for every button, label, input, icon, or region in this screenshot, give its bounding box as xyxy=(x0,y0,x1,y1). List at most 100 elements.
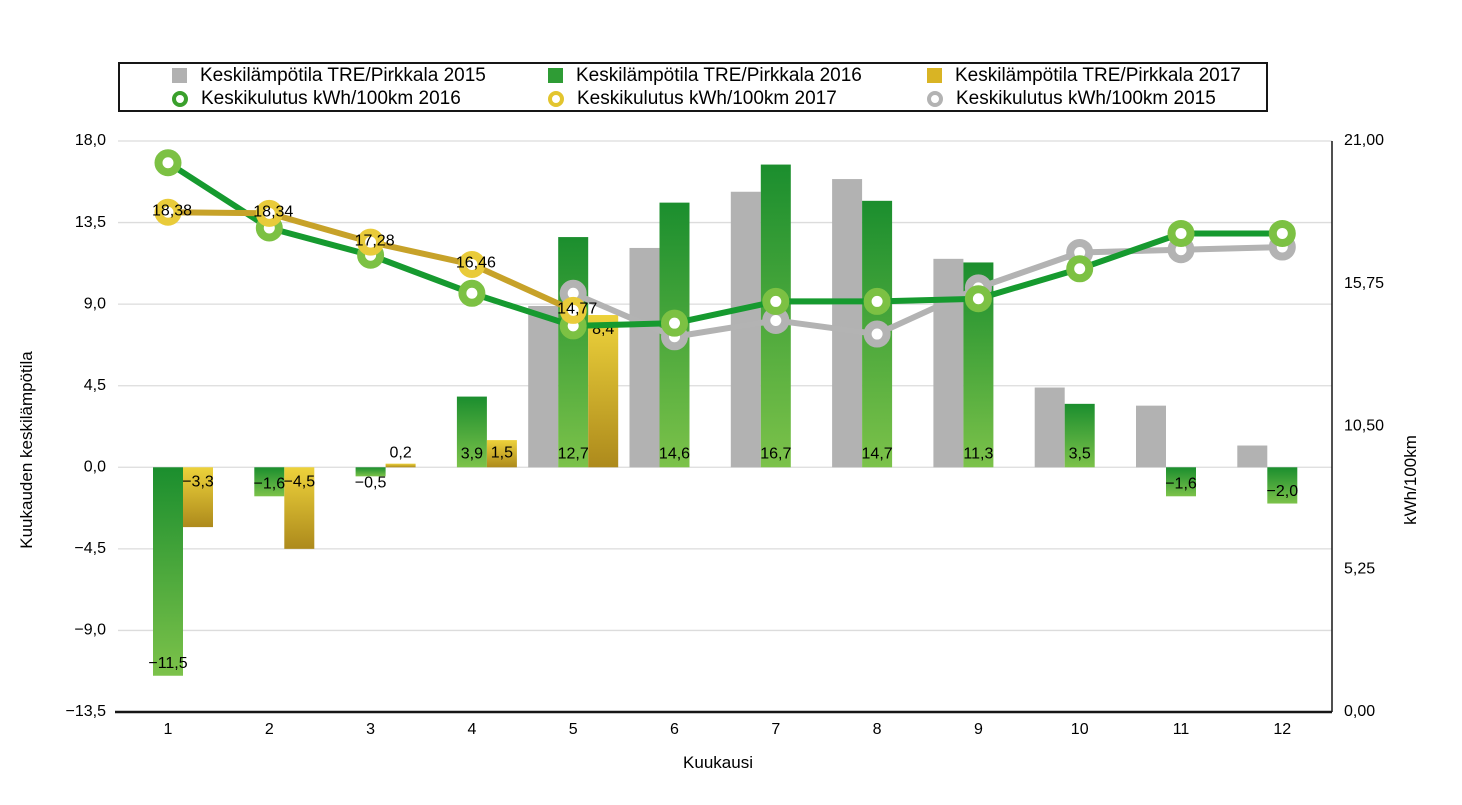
bar-label-2016-month-7: 16,7 xyxy=(760,446,791,463)
marker-2016-month-12 xyxy=(1268,219,1296,247)
bar-label-2016-month-4: 3,9 xyxy=(461,446,483,463)
x-axis-tick-5: 5 xyxy=(569,721,578,738)
bar-label-2016-month-12: −2,0 xyxy=(1267,483,1299,500)
bar-label-2016-month-3: −0,5 xyxy=(355,475,387,492)
marker-2016-month-10 xyxy=(1066,255,1094,283)
bar-2017-month-5 xyxy=(588,315,619,468)
marker-2016-month-8 xyxy=(863,287,891,315)
bar-2016-month-11 xyxy=(1166,467,1196,497)
legend-item-label: Keskilämpötila TRE/Pirkkala 2016 xyxy=(576,64,862,86)
legend-ring-swatch xyxy=(548,90,564,107)
legend-item-label: Keskikulutus kWh/100km 2015 xyxy=(956,87,1216,109)
bar-label-2016-month-2: −1,6 xyxy=(254,476,286,493)
bar-label-2016-month-5: 12,7 xyxy=(558,446,589,463)
left-axis-title: Kuukauden keskilämpötila xyxy=(17,351,36,549)
bar-label-2016-month-6: 14,6 xyxy=(659,446,690,463)
bar-2016-month-4 xyxy=(456,396,487,468)
line-label-2017-month-4: 16,46 xyxy=(456,255,496,272)
bar-label-2016-month-1: −11,5 xyxy=(148,655,187,672)
marker-2016-month-6 xyxy=(661,309,688,337)
bar-2016-month-12 xyxy=(1267,467,1298,504)
bar-2015-month-9 xyxy=(933,258,964,468)
legend-square-swatch xyxy=(548,68,563,83)
bar-2015-month-11 xyxy=(1136,405,1166,468)
bar-2016-month-1 xyxy=(153,467,183,676)
marker-2017-month-4 xyxy=(458,250,486,278)
right-axis-tick: 0,00 xyxy=(1344,703,1375,720)
legend-item: Keskikulutus kWh/100km 2016 xyxy=(120,87,503,109)
marker-2016-month-11 xyxy=(1167,219,1195,247)
bar-2015-month-10 xyxy=(1034,387,1065,468)
legend-item-label: Keskikulutus kWh/100km 2017 xyxy=(577,87,837,109)
line-label-2017-month-5: 14,77 xyxy=(557,301,597,318)
marker-2016-month-9 xyxy=(964,285,992,313)
bar-2015-month-6 xyxy=(629,247,660,468)
left-axis-tick: 13,5 xyxy=(75,214,106,231)
x-axis-tick-7: 7 xyxy=(771,721,780,738)
bar-label-2016-month-11: −1,6 xyxy=(1165,476,1197,493)
legend-ring-swatch xyxy=(172,90,188,107)
left-axis-tick: 9,0 xyxy=(84,295,106,312)
legend-item-label: Keskikulutus kWh/100km 2016 xyxy=(201,87,461,109)
legend-item: Keskikulutus kWh/100km 2017 xyxy=(503,87,886,109)
legend-square-swatch xyxy=(172,68,187,83)
marker-2017-month-5 xyxy=(559,296,587,324)
legend-item-label: Keskilämpötila TRE/Pirkkala 2015 xyxy=(200,64,486,86)
x-axis-tick-1: 1 xyxy=(164,721,173,738)
left-axis-tick: 18,0 xyxy=(75,132,106,149)
marker-2017-month-3 xyxy=(357,228,385,256)
left-axis-tick: 4,5 xyxy=(84,377,106,394)
bar-label-2017-month-4: 1,5 xyxy=(491,445,513,462)
legend-square-swatch xyxy=(927,68,942,83)
bar-2016-month-5 xyxy=(558,237,589,468)
bar-2017-month-4 xyxy=(486,440,517,468)
bar-label-2017-month-1: −3,3 xyxy=(182,474,214,491)
bar-2015-month-5 xyxy=(528,305,559,468)
legend-item: Keskilämpötila TRE/Pirkkala 2016 xyxy=(503,64,886,86)
legend-item: Keskilämpötila TRE/Pirkkala 2017 xyxy=(886,65,1266,86)
bar-2016-month-3 xyxy=(355,467,386,477)
chart-legend: Keskilämpötila TRE/Pirkkala 2015 Keskiläm… xyxy=(118,62,1268,112)
legend-item: Keskikulutus kWh/100km 2015 xyxy=(886,87,1266,109)
bar-2016-month-2 xyxy=(254,467,285,497)
x-axis-tick-6: 6 xyxy=(670,721,679,738)
line-label-2017-month-3: 17,28 xyxy=(355,232,395,249)
marker-2016-month-7 xyxy=(762,287,790,315)
right-axis-tick: 15,75 xyxy=(1344,275,1384,292)
legend-item: Keskilämpötila TRE/Pirkkala 2015 xyxy=(120,64,503,86)
x-axis-tick-2: 2 xyxy=(265,721,274,738)
marker-2017-month-2 xyxy=(255,199,283,227)
x-axis-tick-8: 8 xyxy=(873,721,882,738)
legend-ring-swatch xyxy=(927,90,943,107)
x-axis-tick-3: 3 xyxy=(366,721,375,738)
left-axis-tick: −4,5 xyxy=(74,540,106,557)
bar-2015-month-8 xyxy=(832,179,863,468)
right-axis-tick: 10,50 xyxy=(1344,418,1384,435)
right-axis-tick: 21,00 xyxy=(1344,132,1384,149)
marker-2015-month-8 xyxy=(863,320,891,348)
marker-2016-month-1 xyxy=(154,149,182,177)
bar-label-2017-month-2: −4,5 xyxy=(284,474,316,491)
x-axis-tick-10: 10 xyxy=(1071,721,1089,738)
line-label-2017-month-1: 18,38 xyxy=(152,202,192,219)
x-axis-title: Kuukausi xyxy=(683,753,753,772)
line-label-2017-month-2: 18,34 xyxy=(253,204,293,221)
left-axis-tick: 0,0 xyxy=(84,459,106,476)
line-2016 xyxy=(166,160,1283,329)
bar-2017-month-1 xyxy=(183,467,213,528)
bar-label-2016-month-9: 11,3 xyxy=(963,446,993,463)
bar-2017-month-2 xyxy=(284,467,315,549)
x-axis-tick-4: 4 xyxy=(467,721,476,738)
bar-label-2017-month-3: 0,2 xyxy=(389,445,411,462)
x-axis-tick-9: 9 xyxy=(974,721,983,738)
x-axis-tick-11: 11 xyxy=(1173,721,1190,738)
right-axis-tick: 5,25 xyxy=(1344,560,1375,577)
x-axis-tick-12: 12 xyxy=(1273,721,1291,738)
line-2015 xyxy=(572,244,1283,340)
marker-2017-month-1 xyxy=(154,198,182,226)
marker-2016-month-4 xyxy=(458,279,486,307)
bar-label-2016-month-8: 14,7 xyxy=(862,446,893,463)
bar-label-2016-month-10: 3,5 xyxy=(1069,446,1091,463)
